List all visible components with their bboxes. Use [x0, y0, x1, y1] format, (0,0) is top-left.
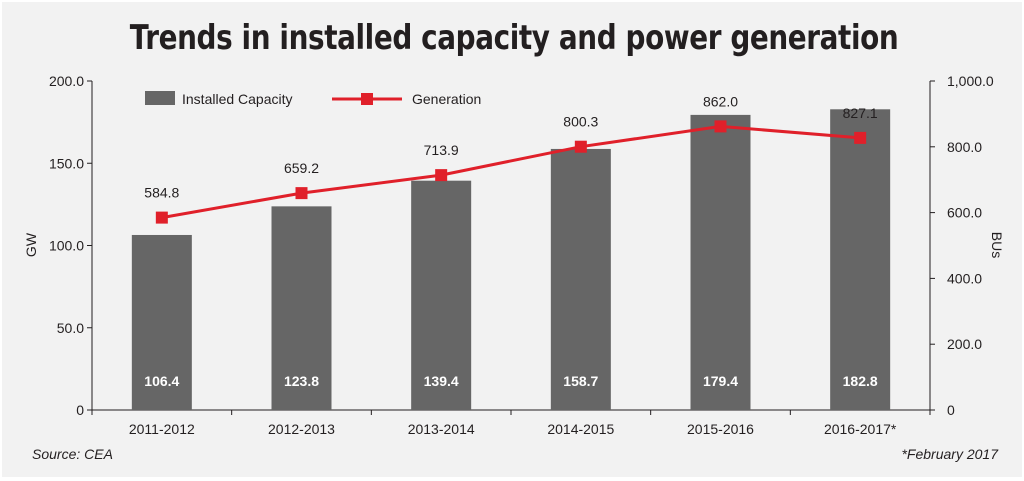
x-tick-label: 2014-2015 [547, 421, 614, 437]
y-axis-title-right: BUs [989, 232, 1005, 258]
legend: Installed Capacity Generation [145, 91, 481, 107]
capacity-bar [411, 180, 472, 410]
axes-group: 0 50.0 100.0 150.0 200.0 0 200.0 400.0 600.0 800.… [23, 73, 1005, 437]
generation-data-label: 862.0 [703, 93, 738, 109]
y-tick-label-left: 200.0 [49, 73, 84, 89]
source-note: Source: CEA [32, 446, 113, 462]
generation-marker [854, 131, 867, 144]
y-tick-label-right: 600.0 [947, 205, 982, 221]
capacity-bar [830, 109, 891, 410]
generation-data-label: 800.3 [563, 114, 598, 130]
generation-data-label: 659.2 [284, 160, 319, 176]
y-axis-title-left: GW [23, 232, 39, 257]
generation-marker [295, 187, 308, 200]
generation-marker [714, 120, 727, 133]
y-tick-label-right: 1,000.0 [947, 73, 994, 89]
legend-capacity-label: Installed Capacity [182, 91, 293, 107]
generation-data-label: 713.9 [424, 142, 459, 158]
chart-title: Trends in installed capacity and power g… [129, 18, 899, 58]
generation-marker [574, 140, 587, 153]
capacity-bar-label: 158.7 [563, 373, 598, 389]
bars-group: 106.4 123.8 139.4 158.7 179.4 182.8 [131, 109, 891, 411]
generation-data-label: 827.1 [843, 105, 878, 121]
legend-generation-marker [361, 93, 373, 105]
generation-line [161, 124, 861, 220]
capacity-bar [690, 114, 751, 411]
x-tick-label: 2012-2013 [268, 421, 335, 437]
y-tick-label-right: 200.0 [947, 336, 982, 352]
capacity-bar [271, 206, 332, 410]
y-tick-label-right: 400.0 [947, 270, 982, 286]
y-tick-label-right: 0 [947, 402, 955, 418]
capacity-bar-label: 106.4 [144, 373, 179, 389]
y-tick-label-right: 800.0 [947, 139, 982, 155]
generation-marker [155, 211, 168, 224]
y-tick-label-left: 50.0 [57, 320, 84, 336]
capacity-bar [131, 234, 192, 410]
footnote: *February 2017 [901, 446, 998, 462]
generation-marker [435, 169, 448, 182]
x-tick-label: 2015-2016 [687, 421, 754, 437]
capacity-bar-label: 182.8 [843, 373, 878, 389]
capacity-bar-label: 139.4 [424, 373, 459, 389]
y-tick-label-left: 150.0 [49, 155, 84, 171]
y-tick-label-left: 0 [76, 402, 84, 418]
legend-generation-label: Generation [412, 91, 481, 107]
generation-line-group: 584.8 659.2 713.9 800.3 862.0 827.1 [144, 93, 878, 224]
x-tick-label: 2011-2012 [129, 421, 195, 437]
capacity-bar-label: 179.4 [703, 373, 738, 389]
x-tick-label: 2013-2014 [408, 421, 475, 437]
generation-data-label: 584.8 [144, 185, 179, 201]
x-tick-label: 2016-2017* [824, 421, 897, 437]
capacity-bar-label: 123.8 [284, 373, 319, 389]
y-tick-label-left: 100.0 [49, 238, 84, 254]
capacity-bar [550, 148, 611, 410]
legend-capacity-swatch [145, 91, 175, 105]
